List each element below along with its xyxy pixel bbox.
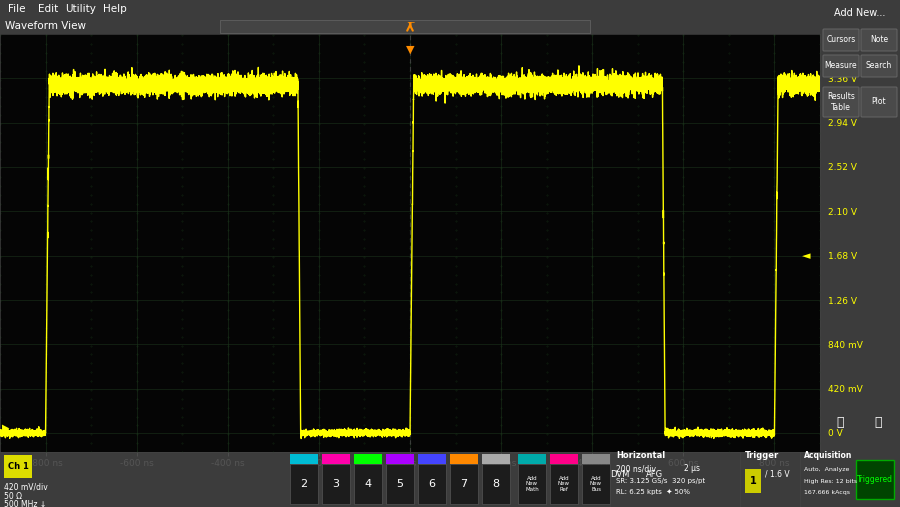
Text: 200 ns/div: 200 ns/div [616,464,656,473]
Text: RL: 6.25 kpts  ✦ 50%: RL: 6.25 kpts ✦ 50% [616,488,690,495]
FancyBboxPatch shape [220,20,590,33]
FancyBboxPatch shape [823,87,859,117]
Text: 5: 5 [397,479,403,489]
Text: 500 MHz ↓: 500 MHz ↓ [4,500,46,507]
Text: Add New...: Add New... [834,8,886,18]
Text: 420 mV/div: 420 mV/div [4,482,48,491]
FancyBboxPatch shape [518,454,546,464]
Text: 3: 3 [332,479,339,489]
Text: Horizontal: Horizontal [616,451,665,459]
Text: File: File [8,4,25,14]
FancyBboxPatch shape [482,464,510,504]
Text: ▶: ▶ [3,423,10,432]
FancyBboxPatch shape [418,464,446,504]
FancyBboxPatch shape [518,464,546,504]
Text: 1: 1 [750,476,756,486]
FancyBboxPatch shape [354,454,382,464]
Text: Utility: Utility [65,4,96,14]
Text: 🗑: 🗑 [874,416,882,428]
Text: Add
New
Ref: Add New Ref [558,476,570,492]
FancyBboxPatch shape [450,464,478,504]
FancyBboxPatch shape [418,454,446,464]
FancyBboxPatch shape [322,454,350,464]
FancyBboxPatch shape [290,454,318,464]
Text: Note: Note [870,35,888,45]
Text: ◄: ◄ [803,250,811,261]
FancyBboxPatch shape [861,55,897,77]
Text: Ch 1: Ch 1 [7,462,29,472]
FancyBboxPatch shape [582,454,610,464]
FancyBboxPatch shape [482,454,510,464]
Text: 7: 7 [461,479,468,489]
FancyBboxPatch shape [322,464,350,504]
FancyBboxPatch shape [823,55,859,77]
FancyBboxPatch shape [290,464,318,504]
Text: Measure: Measure [824,61,858,70]
Text: 167.666 kAcqs: 167.666 kAcqs [804,490,850,495]
Text: Add
New
Math: Add New Math [525,476,539,492]
Text: 2 μs: 2 μs [684,464,700,473]
FancyBboxPatch shape [450,454,478,464]
FancyBboxPatch shape [582,464,610,504]
Text: Add
New
Bus: Add New Bus [590,476,602,492]
FancyBboxPatch shape [386,454,414,464]
Text: Search: Search [866,61,892,70]
FancyBboxPatch shape [861,87,897,117]
FancyBboxPatch shape [550,464,578,504]
Text: Auto,  Analyze: Auto, Analyze [804,467,850,472]
FancyBboxPatch shape [386,464,414,504]
FancyBboxPatch shape [861,29,897,51]
Text: SR: 3.125 GS/s  320 ps/pt: SR: 3.125 GS/s 320 ps/pt [616,478,705,484]
Text: DVM: DVM [610,470,630,479]
Text: Edit: Edit [38,4,58,14]
Text: 6: 6 [428,479,436,489]
Text: / 1.6 V: / 1.6 V [765,470,789,479]
FancyBboxPatch shape [550,454,578,464]
FancyBboxPatch shape [856,460,894,499]
Text: Triggered: Triggered [857,475,893,484]
Text: 8: 8 [492,479,500,489]
Text: 🔍: 🔍 [836,416,844,428]
Text: Help: Help [103,4,127,14]
Text: ⊤: ⊤ [406,21,414,31]
Text: Results
Table: Results Table [827,92,855,112]
Text: High Res: 12 bits: High Res: 12 bits [804,479,857,484]
Text: Plot: Plot [872,97,886,106]
Text: 2: 2 [301,479,308,489]
Text: 50 Ω: 50 Ω [4,492,22,500]
FancyBboxPatch shape [745,468,761,493]
Text: ▼: ▼ [406,45,414,55]
Text: 4: 4 [364,479,372,489]
FancyBboxPatch shape [354,464,382,504]
FancyBboxPatch shape [4,455,32,479]
Text: Waveform View: Waveform View [5,21,86,31]
Text: Acquisition: Acquisition [804,451,852,459]
Text: AFG: AFG [645,470,662,479]
Text: Cursors: Cursors [826,35,856,45]
Text: Trigger: Trigger [745,451,779,459]
FancyBboxPatch shape [823,29,859,51]
